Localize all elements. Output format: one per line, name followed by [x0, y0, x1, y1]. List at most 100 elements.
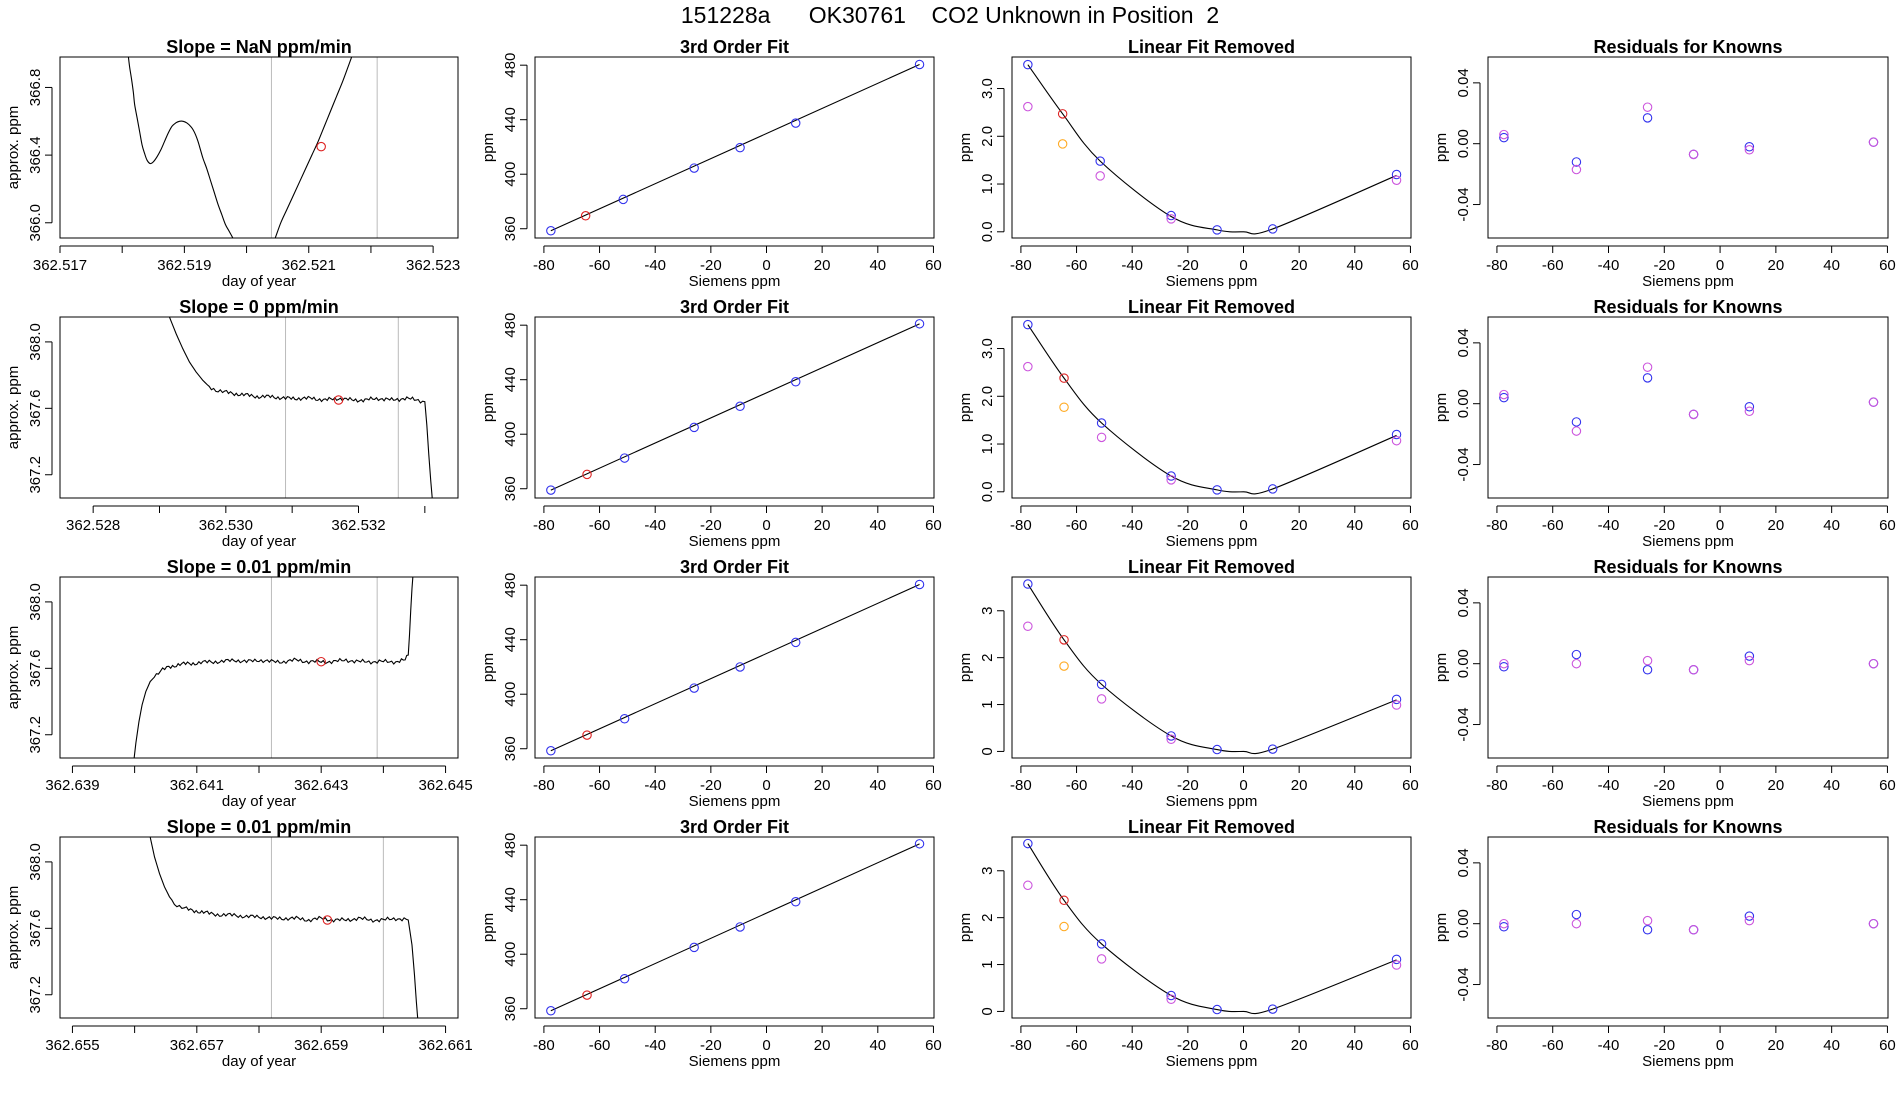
y-axis-label: ppm [480, 653, 497, 682]
data-point-blue [1267, 744, 1278, 754]
panel-r3-c3: -80 -60 -40 -20 0 20 40 60 0 1 2 3 Linear Fit Remove… [957, 557, 1419, 810]
x-tick-label: 40 [1346, 777, 1363, 794]
panel-r4-c2: -80 -60 -40 -20 0 20 40 60 360 400 440 480 3rd Order… [480, 817, 942, 1070]
data-point-violet [1391, 960, 1402, 970]
y-tick-label: 367.6 [27, 390, 44, 428]
x-tick-label: 40 [869, 517, 886, 534]
data-point-violet [1571, 918, 1582, 929]
data-point-blue [1571, 417, 1582, 427]
x-tick-label: 362.523 [406, 257, 460, 274]
x-tick-label: -20 [1177, 257, 1199, 274]
x-tick-label: -60 [589, 777, 611, 794]
y-tick-label: 2.0 [979, 386, 996, 407]
x-axis-label: Siemens ppm [1642, 793, 1734, 810]
y-tick-label: 366.4 [27, 136, 44, 174]
data-point-blue [1212, 225, 1222, 235]
data-point-blue [914, 839, 925, 849]
data-point-blue [1571, 909, 1582, 920]
y-tick-label: 368.0 [27, 583, 44, 621]
x-tick-label: 20 [814, 1037, 831, 1054]
y-tick-label: 400 [502, 942, 519, 967]
y-axis-label: ppm [957, 133, 974, 162]
y-tick-label: 440 [502, 887, 519, 912]
x-tick-label: -60 [589, 517, 611, 534]
series-line-1 [149, 837, 419, 1018]
y-axis-label: approx. ppm [5, 106, 22, 189]
y-tick-label: 368.0 [27, 323, 44, 361]
x-tick-label: 20 [1768, 1037, 1785, 1054]
panel-r3-c2: -80 -60 -40 -20 0 20 40 60 360 400 440 480 3rd Order… [480, 557, 942, 810]
x-tick-label: 60 [925, 257, 942, 274]
series-line-1 [133, 577, 414, 758]
plot-frame [1011, 836, 1412, 1019]
data-point-blue [1212, 1004, 1222, 1015]
y-tick-label: 1.0 [979, 174, 996, 195]
panel-r2-c2: -80 -60 -40 -20 0 20 40 60 360 400 440 480 3rd Order… [480, 297, 942, 550]
y-axis-label: ppm [957, 393, 974, 422]
x-tick-label: 20 [1291, 777, 1308, 794]
x-tick-label: 60 [1402, 517, 1419, 534]
data-point-blue [790, 637, 801, 648]
data-point-blue [1571, 157, 1582, 167]
x-tick-label: 0 [1716, 517, 1724, 534]
y-axis-label: ppm [480, 393, 497, 422]
y-tick-label: 0 [979, 1007, 996, 1015]
x-tick-label: 362.517 [33, 257, 87, 274]
x-tick-label: -20 [1653, 777, 1675, 794]
x-tick-label: -60 [1066, 257, 1088, 274]
x-axis-label: Siemens ppm [1642, 1053, 1734, 1070]
panel-title: Linear Fit Removed [1128, 557, 1295, 577]
x-tick-label: 40 [869, 1037, 886, 1054]
panel-r4-c4: -80 -60 -40 -20 0 20 40 60 -0.04 0.00 0.04 Residual… [1433, 817, 1896, 1070]
panel-r2-c4: -80 -60 -40 -20 0 20 40 60 -0.04 0.00 0.04 Residual… [1433, 297, 1896, 550]
x-axis-label: Siemens ppm [1166, 533, 1258, 550]
x-tick-label: -60 [1066, 777, 1088, 794]
data-point-blue [689, 942, 699, 953]
y-tick-label: 360 [502, 996, 519, 1021]
data-point-violet [1642, 655, 1653, 666]
panel-title: Slope = NaN ppm/min [166, 37, 352, 57]
x-tick-label: -20 [1653, 517, 1675, 534]
data-point-blue [1744, 401, 1755, 412]
y-tick-label: 367.6 [27, 650, 44, 688]
data-point-blue [1642, 925, 1653, 935]
data-point-red [322, 915, 333, 925]
x-tick-label: 0 [1239, 1037, 1247, 1054]
series-line-2 [274, 57, 353, 238]
x-tick-label: -60 [1066, 1037, 1088, 1054]
plot-frame [1487, 836, 1889, 1019]
y-tick-label: 0.04 [1455, 588, 1472, 617]
data-point-red [1057, 109, 1068, 119]
x-tick-label: 60 [1402, 777, 1419, 794]
x-tick-label: -60 [1542, 517, 1564, 534]
data-point-red [582, 730, 592, 740]
data-point-blue [914, 59, 925, 70]
data-point-blue [689, 683, 699, 693]
x-axis-label: Siemens ppm [689, 273, 781, 290]
x-tick-label: -20 [700, 517, 722, 534]
x-tick-label: 20 [814, 777, 831, 794]
data-point-violet [1642, 362, 1653, 372]
y-tick-label: 368.0 [27, 843, 44, 881]
x-tick-label: 362.659 [294, 1037, 348, 1054]
plot-frame [1011, 576, 1412, 759]
x-tick-label: -80 [1486, 1037, 1508, 1054]
data-point-violet [1868, 397, 1879, 407]
x-axis-label: Siemens ppm [689, 1053, 781, 1070]
x-axis-label: day of year [222, 793, 296, 810]
x-tick-label: 60 [1879, 777, 1896, 794]
data-point-violet [1166, 475, 1176, 485]
x-tick-label: -60 [1542, 777, 1564, 794]
x-tick-label: -80 [533, 257, 555, 274]
y-tick-label: 0.00 [1455, 129, 1472, 158]
data-point-violet [1023, 101, 1033, 112]
x-tick-label: 20 [1768, 517, 1785, 534]
fit-line [550, 843, 920, 1012]
data-point-violet [1096, 694, 1107, 704]
data-point-blue [1391, 954, 1402, 965]
x-tick-label: 40 [1346, 517, 1363, 534]
y-axis-label: ppm [1433, 653, 1450, 682]
panel-title: Linear Fit Removed [1128, 37, 1295, 57]
y-tick-label: 1.0 [979, 434, 996, 455]
